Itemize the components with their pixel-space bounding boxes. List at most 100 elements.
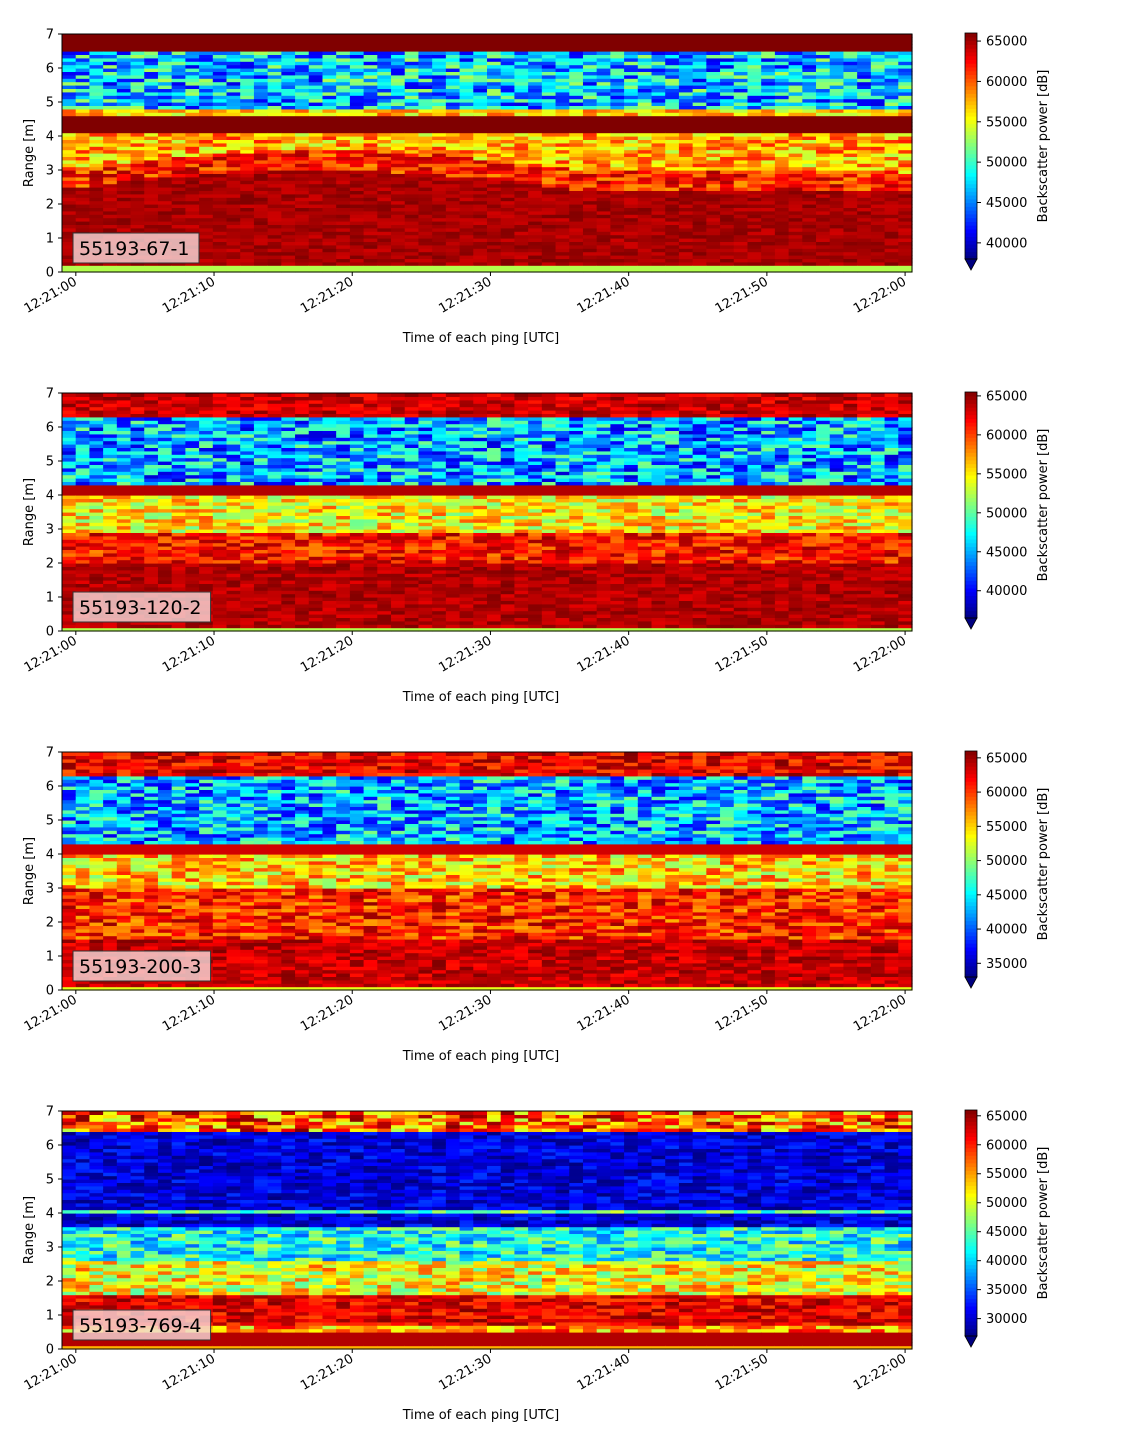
- heatmap-cell: [130, 423, 145, 428]
- heatmap-cell: [391, 231, 406, 236]
- heatmap-cell: [774, 217, 790, 222]
- heatmap-cell: [295, 268, 310, 273]
- heatmap-cell: [144, 508, 159, 513]
- heatmap-cell: [816, 224, 831, 229]
- heatmap-cell: [898, 142, 913, 147]
- heatmap-cell: [308, 34, 324, 38]
- heatmap-cell: [720, 98, 735, 103]
- heatmap-cell: [637, 74, 653, 79]
- heatmap-cell: [624, 125, 639, 130]
- heatmap-cell: [459, 105, 474, 110]
- heatmap-cell: [459, 156, 474, 161]
- heatmap-cell: [308, 166, 324, 171]
- heatmap-cell: [555, 68, 570, 72]
- heatmap-cell: [802, 244, 817, 249]
- heatmap-cell: [253, 180, 269, 185]
- heatmap-cell: [720, 115, 735, 120]
- heatmap-cell: [130, 159, 145, 164]
- heatmap-cell: [610, 255, 625, 259]
- heatmap-cell: [445, 108, 461, 113]
- heatmap-cell: [692, 190, 707, 195]
- heatmap-cell: [665, 214, 680, 219]
- heatmap-cell: [541, 255, 557, 259]
- heatmap-cell: [418, 176, 433, 181]
- heatmap-cell: [816, 34, 831, 38]
- heatmap-cell: [829, 91, 845, 96]
- heatmap-cell: [582, 268, 598, 273]
- heatmap-cell: [75, 261, 91, 266]
- heatmap-cell: [404, 166, 420, 171]
- heatmap-cell: [432, 227, 447, 232]
- y-tick-label: 2: [46, 198, 54, 213]
- heatmap-cell: [651, 258, 666, 263]
- heatmap-cell: [226, 40, 241, 45]
- heatmap-cell: [541, 234, 557, 239]
- heatmap-cell: [322, 234, 337, 239]
- heatmap-cell: [377, 47, 392, 52]
- heatmap-cell: [267, 248, 282, 253]
- heatmap-cell: [144, 159, 159, 164]
- heatmap-cell: [761, 231, 776, 236]
- heatmap-cell: [747, 98, 762, 103]
- heatmap-cell: [130, 522, 145, 527]
- heatmap-cell: [487, 258, 502, 263]
- heatmap-cell: [569, 125, 584, 130]
- heatmap-cell: [199, 234, 214, 239]
- heatmap-cell: [624, 136, 639, 140]
- heatmap-cell: [295, 166, 310, 171]
- heatmap-cell: [637, 156, 653, 161]
- heatmap-cell: [75, 522, 91, 527]
- colorbar-step: [965, 130, 977, 136]
- heatmap-cell: [418, 105, 433, 110]
- heatmap-cell: [281, 119, 296, 123]
- heatmap-cell: [706, 180, 721, 185]
- heatmap-cell: [720, 105, 735, 110]
- heatmap-cell: [116, 457, 132, 462]
- heatmap-cell: [432, 37, 447, 42]
- heatmap-cell: [144, 427, 159, 431]
- heatmap-cell: [487, 176, 502, 181]
- heatmap-cell: [802, 200, 817, 205]
- heatmap-cell: [75, 501, 91, 506]
- heatmap-cell: [103, 40, 118, 45]
- heatmap-cell: [432, 176, 447, 181]
- heatmap-cell: [802, 159, 817, 164]
- heatmap-cell: [555, 193, 570, 198]
- heatmap-cell: [267, 224, 282, 229]
- heatmap-cell: [226, 112, 241, 117]
- heatmap-cell: [720, 34, 735, 38]
- heatmap-cell: [870, 44, 886, 49]
- heatmap-cell: [157, 214, 173, 219]
- heatmap-cell: [62, 420, 77, 425]
- heatmap-cell: [528, 74, 543, 79]
- heatmap-cell: [89, 61, 104, 66]
- heatmap-cell: [528, 210, 543, 215]
- heatmap-cell: [733, 115, 749, 120]
- heatmap-cell: [281, 102, 296, 106]
- heatmap-cell: [130, 207, 145, 212]
- heatmap-cell: [89, 37, 104, 42]
- heatmap-cell: [103, 450, 118, 455]
- heatmap-cell: [816, 95, 831, 100]
- heatmap-cell: [226, 221, 241, 225]
- heatmap-cell: [418, 34, 433, 38]
- heatmap-cell: [541, 190, 557, 195]
- heatmap-cell: [528, 44, 543, 49]
- heatmap-cell: [281, 156, 296, 161]
- heatmap-cell: [624, 44, 639, 49]
- heatmap-cell: [816, 68, 831, 72]
- heatmap-cell: [171, 119, 186, 123]
- heatmap-cell: [308, 248, 324, 253]
- heatmap-cell: [761, 224, 776, 229]
- heatmap-cell: [130, 91, 145, 96]
- heatmap-cell: [528, 149, 543, 154]
- heatmap-cell: [116, 620, 132, 625]
- heatmap-cell: [130, 54, 145, 59]
- heatmap-cell: [802, 68, 817, 72]
- heatmap-cell: [706, 234, 721, 239]
- colorbar-step: [965, 63, 977, 68]
- heatmap-cell: [212, 173, 228, 178]
- heatmap-cell: [144, 437, 159, 442]
- heatmap-cell: [144, 122, 159, 127]
- heatmap-cell: [144, 71, 159, 76]
